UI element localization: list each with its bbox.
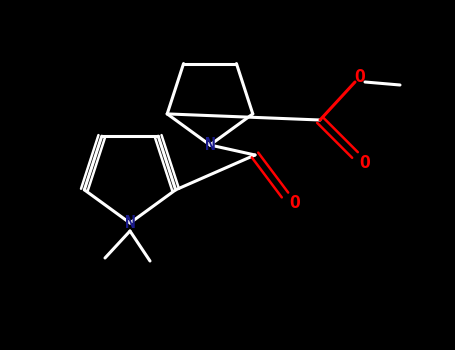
Text: O: O bbox=[354, 68, 365, 86]
Text: N: N bbox=[125, 214, 136, 232]
Text: O: O bbox=[289, 194, 300, 212]
Text: O: O bbox=[359, 154, 370, 172]
Text: N: N bbox=[205, 136, 215, 154]
